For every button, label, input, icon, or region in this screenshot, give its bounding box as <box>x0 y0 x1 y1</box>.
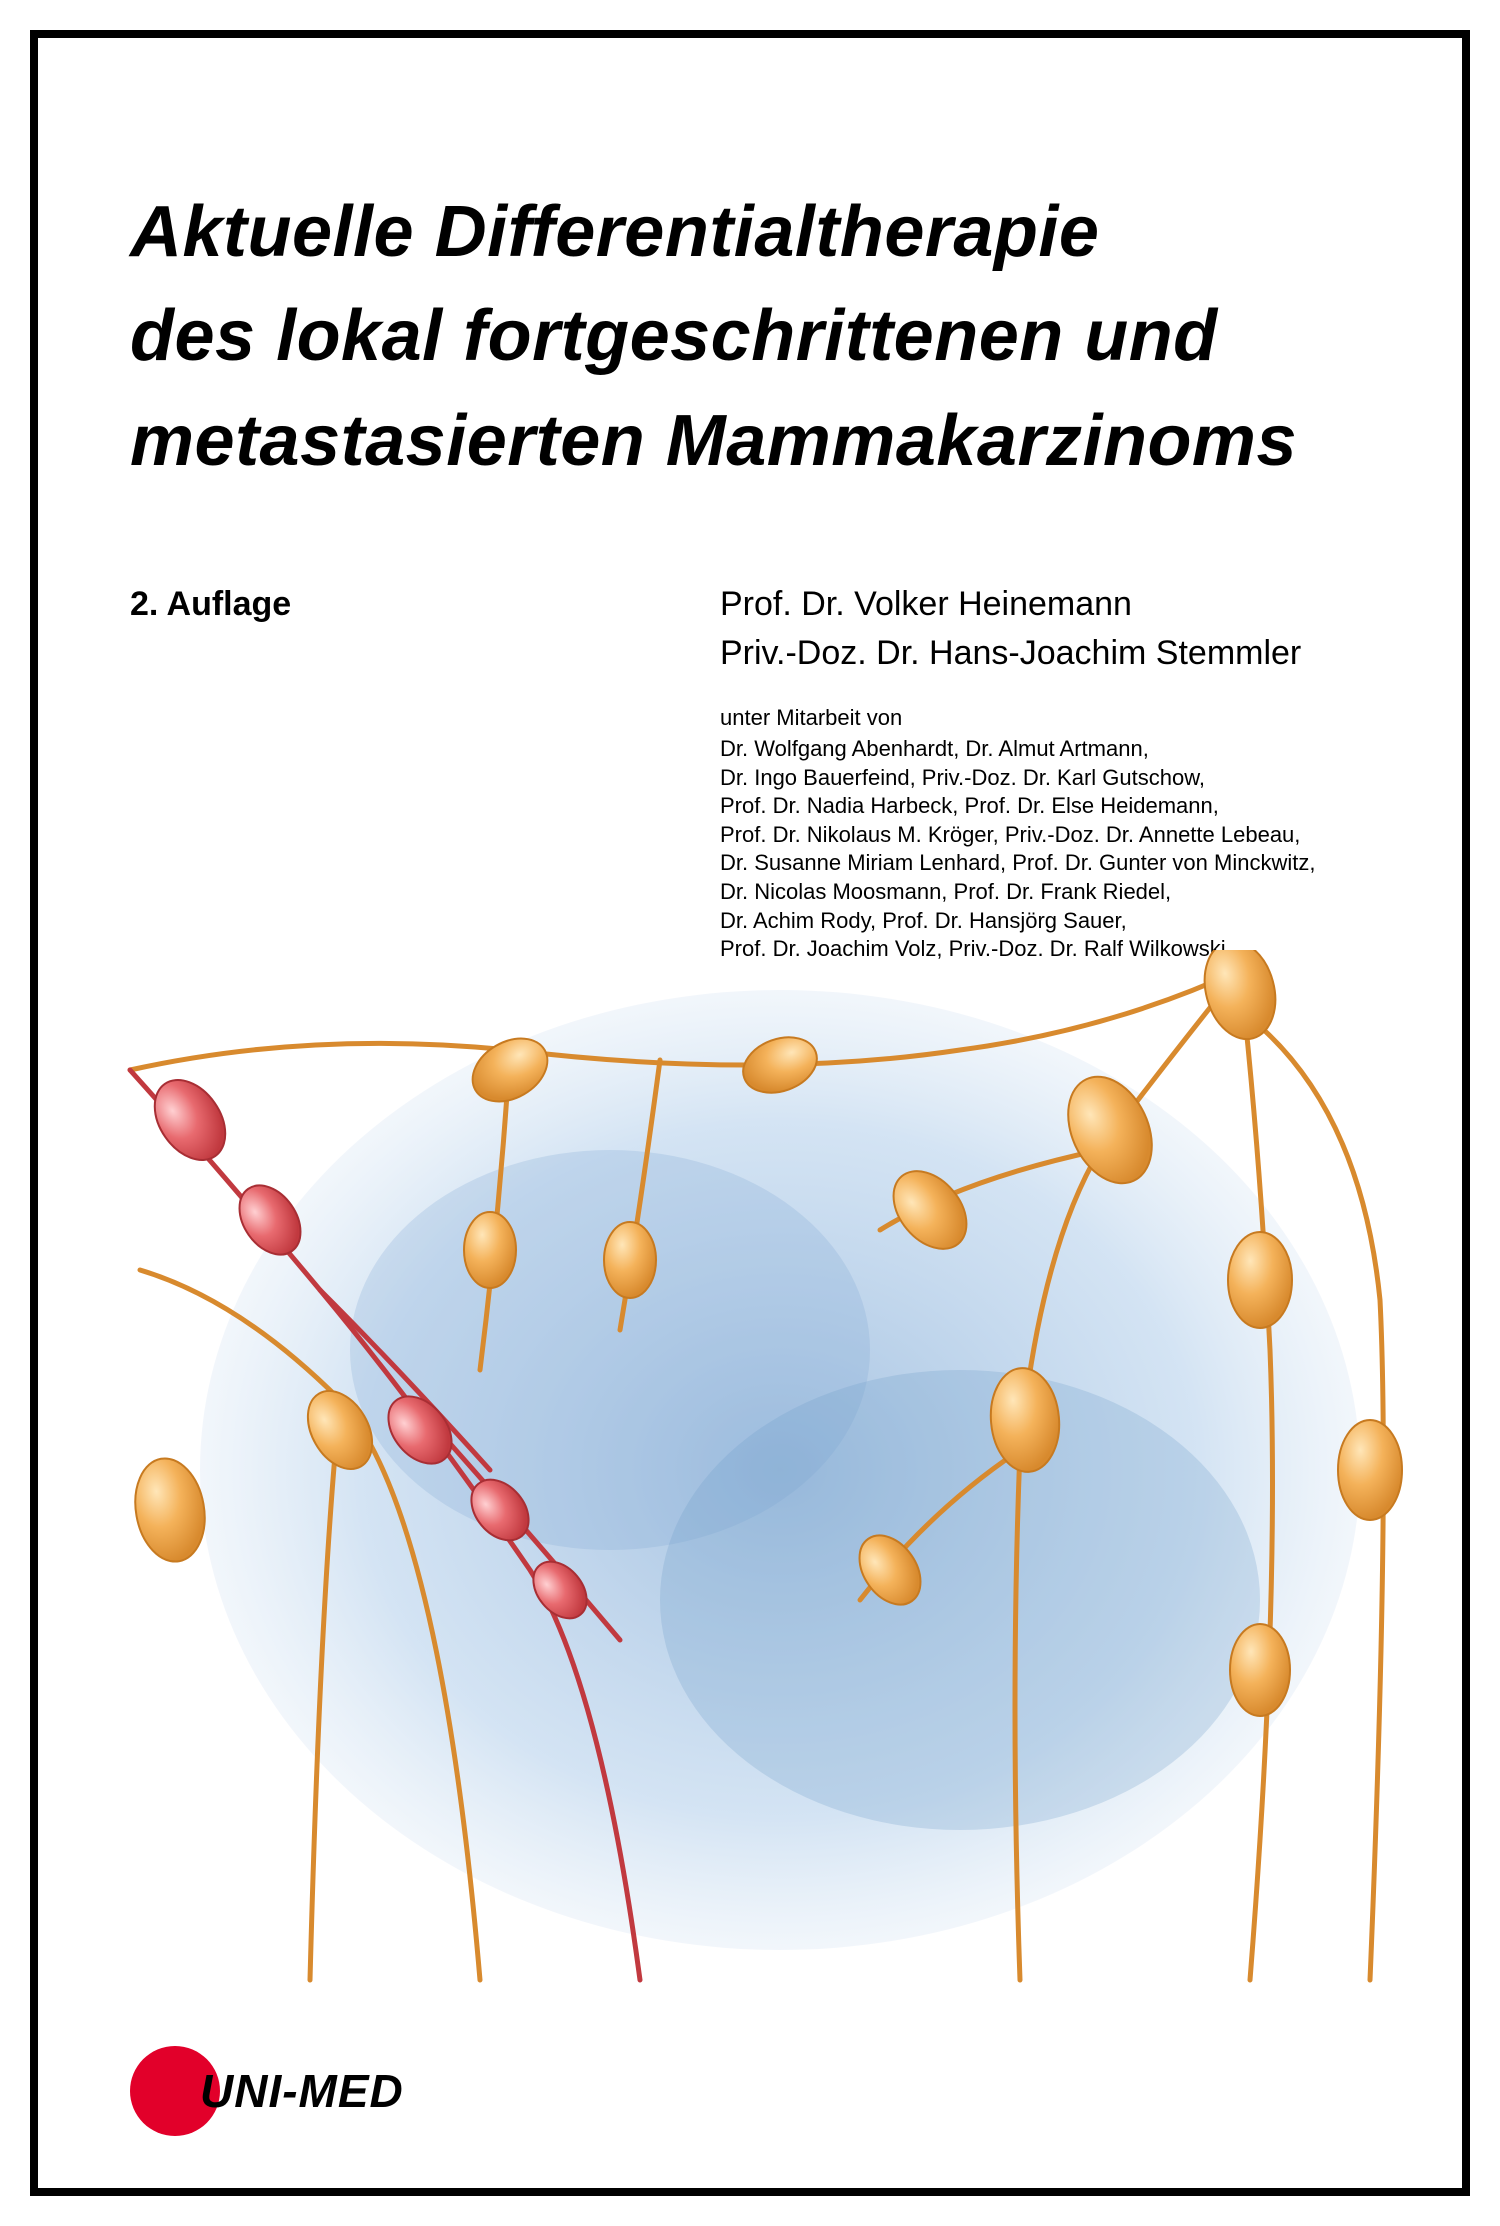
contrib-line: Prof. Dr. Nikolaus M. Kröger, Priv.-Doz.… <box>720 821 1315 850</box>
contributors-label: unter Mitarbeit von <box>720 705 902 731</box>
author-2: Priv.-Doz. Dr. Hans-Joachim Stemmler <box>720 629 1301 678</box>
edition-label: 2. Auflage <box>130 585 291 624</box>
main-authors: Prof. Dr. Volker Heinemann Priv.-Doz. Dr… <box>720 580 1301 679</box>
lymphatic-illustration <box>60 950 1440 2000</box>
contrib-line: Dr. Achim Rody, Prof. Dr. Hansjörg Sauer… <box>720 907 1315 936</box>
title-line-3: metastasierten Mammakarzinoms <box>130 389 1400 493</box>
title-line-1: Aktuelle Differentialtherapie <box>130 180 1400 284</box>
contrib-line: Dr. Ingo Bauerfeind, Priv.-Doz. Dr. Karl… <box>720 764 1315 793</box>
title-line-2: des lokal fortgeschrittenen und <box>130 284 1400 388</box>
book-title: Aktuelle Differentialtherapie des lokal … <box>130 180 1400 493</box>
contrib-line: Prof. Dr. Nadia Harbeck, Prof. Dr. Else … <box>720 792 1315 821</box>
logo-text: UNI-MED <box>200 2064 404 2118</box>
contrib-line: Dr. Nicolas Moosmann, Prof. Dr. Frank Ri… <box>720 878 1315 907</box>
contrib-line: Dr. Susanne Miriam Lenhard, Prof. Dr. Gu… <box>720 849 1315 878</box>
publisher-logo: UNI-MED <box>130 2046 404 2136</box>
contrib-line: Dr. Wolfgang Abenhardt, Dr. Almut Artman… <box>720 735 1315 764</box>
contributors-list: Dr. Wolfgang Abenhardt, Dr. Almut Artman… <box>720 735 1315 964</box>
author-1: Prof. Dr. Volker Heinemann <box>720 580 1301 629</box>
